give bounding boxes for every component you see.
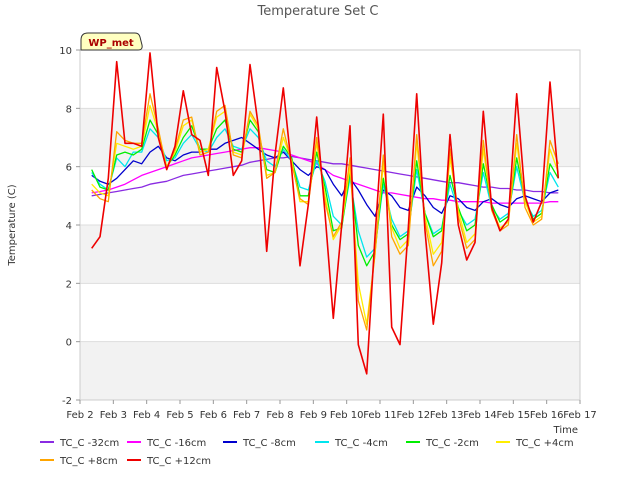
x-tick-label: Feb 3 xyxy=(100,410,127,421)
legend-label: TC_C +12cm xyxy=(146,456,211,467)
y-axis-label: Temperature (C) xyxy=(7,184,18,266)
legend-label: TC_C -8cm xyxy=(242,438,296,449)
x-tick-label: Feb 10 xyxy=(330,410,364,421)
grid-band xyxy=(80,341,580,400)
legend-label: TC_C -32cm xyxy=(59,438,119,449)
annotation-label: WP_met xyxy=(88,38,134,49)
x-tick-label: Feb 12 xyxy=(397,410,431,421)
y-tick-label: 0 xyxy=(66,338,72,349)
x-tick-label: Feb 7 xyxy=(233,410,260,421)
x-tick-label: Feb 4 xyxy=(133,410,160,421)
legend-label: TC_C -4cm xyxy=(334,438,388,449)
x-tick-label: Feb 13 xyxy=(430,410,464,421)
series-line-tc-c-12cm xyxy=(91,52,560,375)
x-tick-label: Feb 11 xyxy=(363,410,397,421)
legend: TC_C -32cm TC_C -16cm TC_C -8cm TC_C -4cm TC… xyxy=(40,438,574,467)
legend-label: TC_C +4cm xyxy=(515,438,574,449)
legend-label: TC_C +8cm xyxy=(59,456,118,467)
x-tick-label: Feb 5 xyxy=(166,410,193,421)
x-tick-label: Feb 17 xyxy=(563,410,597,421)
x-tick-label: Feb 6 xyxy=(200,410,227,421)
x-tick-label: Feb 15 xyxy=(497,410,531,421)
y-tick-label: 10 xyxy=(59,46,72,57)
x-tick-label: Feb 9 xyxy=(300,410,327,421)
x-tick-label: Feb 8 xyxy=(266,410,293,421)
y-tick-label: 4 xyxy=(66,221,72,232)
annotation-box: WP_met xyxy=(80,32,143,51)
y-tick-label: 6 xyxy=(66,163,72,174)
x-tick-label: Feb 16 xyxy=(530,410,564,421)
y-tick-label: -2 xyxy=(62,396,72,407)
series-line-tc-c-8cm xyxy=(91,136,559,217)
y-tick-label: 2 xyxy=(66,279,72,290)
y-tick-label: 8 xyxy=(66,104,72,115)
legend-label: TC_C -16cm xyxy=(146,438,206,449)
x-tick-label: Feb 2 xyxy=(66,410,93,421)
x-tick-label: Feb 14 xyxy=(463,410,497,421)
x-axis-label: Time xyxy=(553,425,578,436)
chart-title: Temperature Set C xyxy=(256,4,378,19)
legend-label: TC_C -2cm xyxy=(425,438,479,449)
